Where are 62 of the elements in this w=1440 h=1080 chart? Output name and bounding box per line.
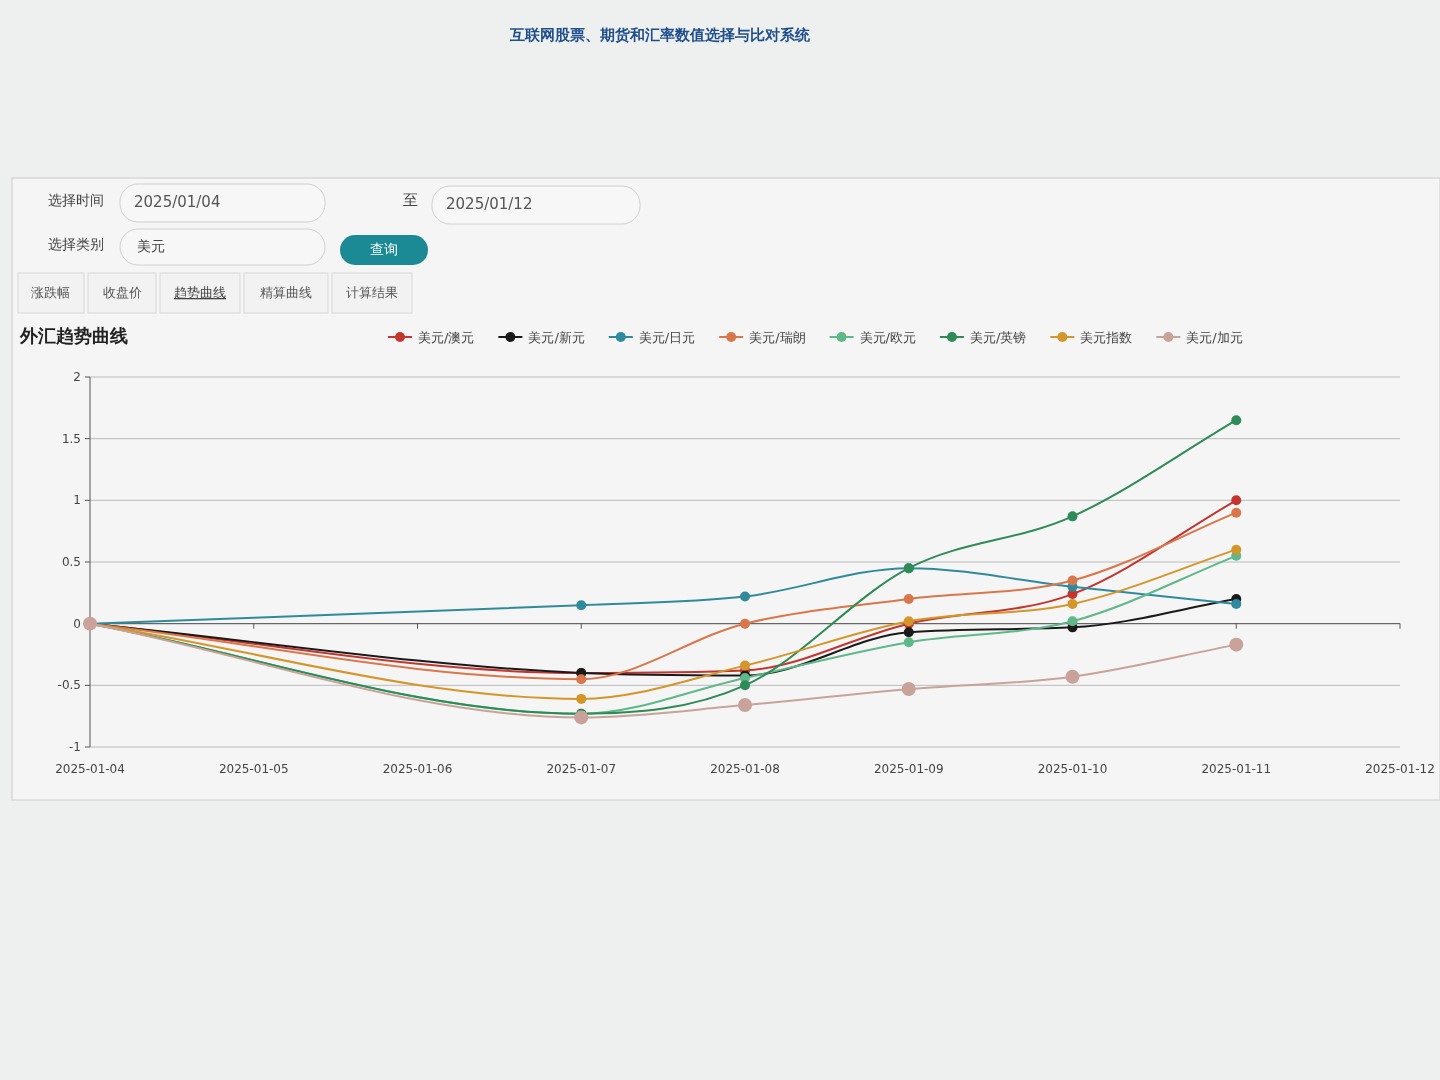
point bbox=[1067, 511, 1078, 522]
point bbox=[901, 682, 916, 697]
point bbox=[1231, 415, 1242, 426]
x-tick-label: 2025-01-11 bbox=[1201, 762, 1272, 776]
point bbox=[1067, 575, 1078, 586]
point bbox=[1067, 616, 1078, 627]
legend-label: 美元/澳元 bbox=[418, 330, 475, 345]
point bbox=[1231, 598, 1242, 609]
legend-label: 美元/欧元 bbox=[859, 330, 916, 345]
point bbox=[740, 618, 750, 629]
y-tick-label: 1.5 bbox=[61, 431, 81, 446]
text: 精算曲线 bbox=[260, 285, 312, 300]
x-tick-label: 2025-01-04 bbox=[55, 762, 125, 776]
x-tick-label: 2025-01-10 bbox=[1037, 762, 1108, 776]
point bbox=[576, 693, 587, 704]
point bbox=[903, 637, 914, 648]
legend-label: 美元/瑞朗 bbox=[749, 330, 806, 345]
y-tick-label: 0.5 bbox=[61, 555, 81, 569]
text: 选择时间 bbox=[48, 192, 104, 208]
text: 2025/01/12 bbox=[446, 195, 533, 213]
point bbox=[574, 710, 589, 725]
point bbox=[1065, 669, 1080, 684]
text: 收盘价 bbox=[102, 285, 142, 300]
x-tick-label: 2025-01-12 bbox=[1365, 762, 1435, 776]
x-tick-label: 2025-01-05 bbox=[218, 762, 289, 776]
point bbox=[1067, 598, 1078, 609]
y-tick-label: 1 bbox=[73, 493, 81, 508]
x-tick-label: 2025-01-09 bbox=[873, 762, 944, 776]
text: 查询 bbox=[370, 241, 398, 257]
point bbox=[1231, 544, 1242, 555]
y-tick-label: -0.5 bbox=[57, 678, 81, 693]
legend-label: 美元/英镑 bbox=[969, 330, 1027, 345]
y-tick-label: -1 bbox=[69, 740, 81, 754]
text: 2025/01/04 bbox=[134, 193, 221, 211]
y-tick-label: 2 bbox=[73, 370, 81, 384]
x-tick-label: 2025-01-08 bbox=[710, 762, 780, 776]
text: 互联网股票、期货和汇率数值选择与比对系统 bbox=[509, 26, 811, 44]
text: 计算结果 bbox=[346, 285, 398, 300]
point bbox=[1229, 637, 1244, 652]
point bbox=[1231, 507, 1242, 518]
chart-title: 外汇趋势曲线 bbox=[19, 325, 128, 346]
legend-label: 美元/新元 bbox=[528, 330, 585, 345]
legend-label: 美元指数 bbox=[1080, 330, 1133, 345]
point bbox=[903, 594, 914, 604]
legend-label: 美元/加元 bbox=[1186, 330, 1243, 345]
point bbox=[576, 674, 587, 685]
point bbox=[740, 680, 750, 691]
x-tick-label: 2025-01-07 bbox=[546, 762, 617, 776]
point bbox=[740, 591, 750, 602]
point bbox=[738, 698, 752, 713]
text: 趋势曲线 bbox=[174, 285, 226, 300]
point bbox=[1231, 495, 1242, 506]
legend-label: 美元/日元 bbox=[638, 330, 696, 345]
text: 至 bbox=[403, 191, 418, 209]
x-tick-label: 2025-01-06 bbox=[382, 762, 453, 776]
point bbox=[903, 627, 914, 638]
text: 涨跌幅 bbox=[30, 285, 70, 300]
point bbox=[576, 600, 587, 611]
y-tick-label: 0 bbox=[73, 616, 81, 631]
point bbox=[740, 660, 750, 671]
text: 选择类别 bbox=[48, 236, 104, 252]
text: 美元 bbox=[137, 238, 165, 254]
